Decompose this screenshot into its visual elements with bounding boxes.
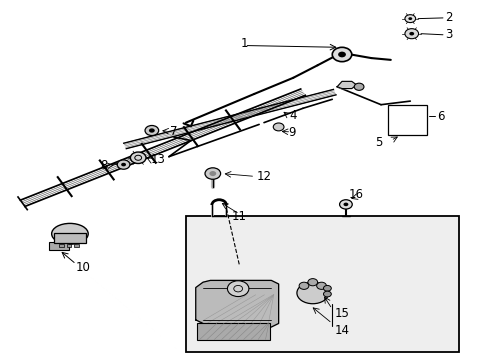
- Circle shape: [121, 163, 126, 166]
- Text: 2: 2: [445, 12, 452, 24]
- Bar: [54, 233, 86, 243]
- Text: 5: 5: [374, 136, 382, 149]
- Ellipse shape: [296, 282, 328, 304]
- Text: 13: 13: [151, 153, 165, 166]
- Text: 6: 6: [436, 110, 444, 123]
- Circle shape: [339, 200, 351, 209]
- Circle shape: [149, 129, 155, 133]
- Text: 14: 14: [334, 324, 349, 337]
- Circle shape: [404, 29, 418, 39]
- Circle shape: [323, 285, 330, 291]
- Circle shape: [407, 17, 411, 20]
- Text: 12: 12: [256, 170, 271, 183]
- Text: 4: 4: [289, 109, 296, 122]
- Text: 16: 16: [348, 188, 364, 201]
- Text: 15: 15: [334, 307, 349, 320]
- Circle shape: [337, 51, 345, 57]
- Bar: [197, 323, 270, 339]
- Circle shape: [227, 281, 248, 297]
- Bar: [387, 105, 427, 135]
- Circle shape: [404, 15, 415, 23]
- Circle shape: [408, 32, 413, 36]
- Polygon shape: [195, 280, 278, 327]
- Circle shape: [353, 83, 363, 90]
- Circle shape: [130, 152, 146, 163]
- Polygon shape: [336, 81, 356, 89]
- Circle shape: [204, 168, 220, 179]
- Circle shape: [117, 160, 130, 169]
- Circle shape: [209, 171, 216, 176]
- Bar: [59, 244, 64, 247]
- Text: 3: 3: [445, 28, 452, 41]
- Bar: [185, 216, 458, 352]
- Bar: [66, 244, 71, 247]
- Circle shape: [331, 47, 351, 62]
- Ellipse shape: [52, 224, 88, 244]
- Text: 8: 8: [101, 159, 108, 172]
- Bar: [74, 244, 79, 247]
- Circle shape: [273, 123, 284, 131]
- Circle shape: [316, 282, 326, 289]
- Circle shape: [307, 279, 317, 286]
- Circle shape: [145, 126, 158, 135]
- Text: 9: 9: [288, 126, 295, 139]
- Text: 1: 1: [240, 36, 248, 50]
- Text: 11: 11: [232, 210, 246, 223]
- Circle shape: [299, 282, 308, 289]
- Text: 7: 7: [170, 125, 178, 138]
- Bar: [49, 242, 69, 250]
- Circle shape: [343, 203, 347, 206]
- Circle shape: [323, 291, 330, 297]
- Text: 10: 10: [75, 261, 90, 274]
